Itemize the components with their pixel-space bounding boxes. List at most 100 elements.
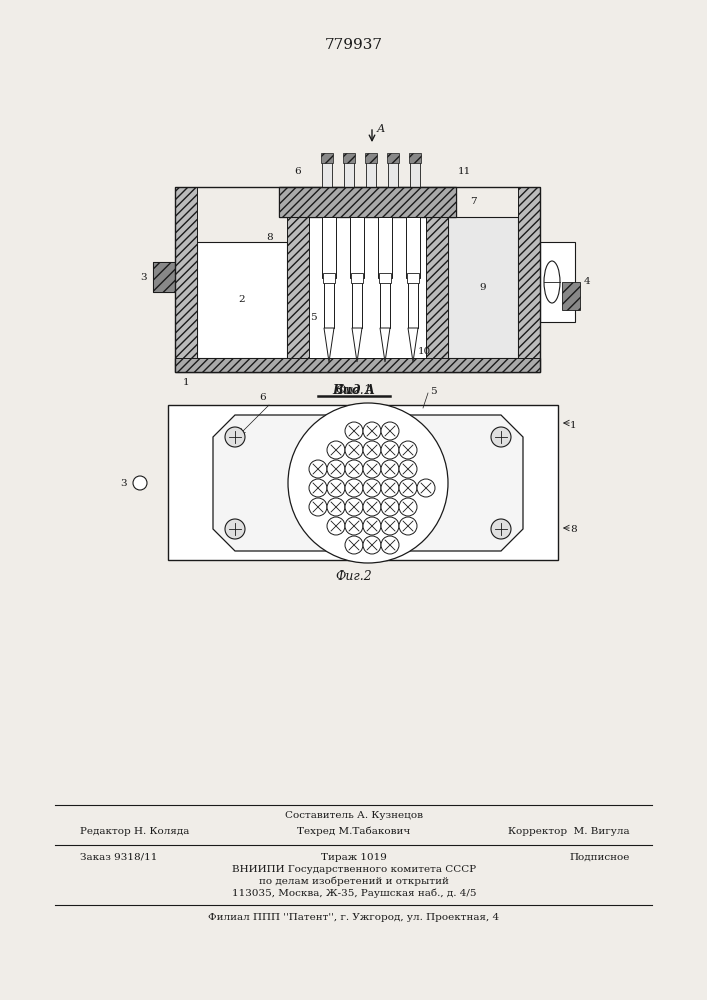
Text: 8: 8 — [267, 232, 273, 241]
Text: А: А — [377, 124, 385, 134]
Circle shape — [363, 479, 381, 497]
Bar — [205, 364, 510, 372]
Circle shape — [381, 536, 399, 554]
Polygon shape — [380, 328, 390, 362]
Bar — [175, 358, 540, 372]
Circle shape — [363, 498, 381, 516]
Bar — [175, 187, 197, 358]
Polygon shape — [324, 328, 334, 362]
Text: Техред М.Табакович: Техред М.Табакович — [298, 826, 411, 836]
Polygon shape — [213, 415, 523, 551]
Bar — [540, 242, 575, 322]
Text: ВНИИПИ Государственного комитета СССР: ВНИИПИ Государственного комитета СССР — [232, 864, 476, 874]
Circle shape — [327, 441, 345, 459]
Circle shape — [327, 517, 345, 535]
Text: 113035, Москва, Ж-35, Раушская наб., д. 4/5: 113035, Москва, Ж-35, Раушская наб., д. … — [232, 888, 477, 898]
Bar — [205, 364, 510, 372]
Circle shape — [381, 517, 399, 535]
Bar — [448, 217, 518, 358]
Circle shape — [225, 519, 245, 539]
Bar — [387, 153, 399, 163]
Circle shape — [345, 441, 363, 459]
Bar — [518, 187, 540, 358]
Circle shape — [363, 441, 381, 459]
Circle shape — [327, 479, 345, 497]
Circle shape — [381, 479, 399, 497]
Circle shape — [345, 479, 363, 497]
Circle shape — [309, 479, 327, 497]
Circle shape — [381, 460, 399, 478]
Text: 6: 6 — [294, 166, 301, 176]
Text: Филиал ППП ''Патент'', г. Ужгород, ул. Проектная, 4: Филиал ППП ''Патент'', г. Ужгород, ул. П… — [209, 912, 500, 922]
Text: Корректор  М. Вигула: Корректор М. Вигула — [508, 826, 630, 836]
Circle shape — [309, 498, 327, 516]
Circle shape — [309, 460, 327, 478]
Circle shape — [363, 460, 381, 478]
Bar — [562, 282, 580, 310]
Circle shape — [327, 460, 345, 478]
Circle shape — [399, 498, 417, 516]
Bar — [380, 278, 390, 328]
Bar — [287, 187, 309, 358]
Bar — [323, 273, 335, 283]
Circle shape — [381, 498, 399, 516]
Circle shape — [133, 476, 147, 490]
Bar — [322, 217, 336, 278]
Circle shape — [345, 498, 363, 516]
Bar — [379, 273, 391, 283]
Text: Фиг.1: Фиг.1 — [336, 383, 373, 396]
Bar — [352, 278, 362, 328]
Circle shape — [491, 427, 511, 447]
Text: 8: 8 — [570, 526, 577, 534]
Bar — [321, 153, 333, 163]
Text: по делам изобретений и открытий: по делам изобретений и открытий — [259, 876, 449, 886]
Text: 4: 4 — [584, 277, 590, 286]
Circle shape — [399, 441, 417, 459]
Bar — [408, 278, 418, 328]
Bar — [409, 153, 421, 163]
Bar — [344, 155, 354, 187]
Bar — [426, 187, 448, 358]
Circle shape — [363, 517, 381, 535]
Text: Заказ 9318/11: Заказ 9318/11 — [80, 852, 158, 861]
Circle shape — [363, 536, 381, 554]
Circle shape — [417, 479, 435, 497]
Text: 2: 2 — [239, 296, 245, 304]
Ellipse shape — [544, 261, 560, 303]
Text: 3: 3 — [141, 272, 147, 282]
Text: 7: 7 — [470, 198, 477, 207]
Circle shape — [225, 427, 245, 447]
Bar — [322, 155, 332, 187]
Bar — [175, 187, 540, 372]
Text: 9: 9 — [479, 284, 486, 292]
Text: Составитель А. Кузнецов: Составитель А. Кузнецов — [285, 810, 423, 820]
Bar — [343, 153, 355, 163]
Bar — [153, 262, 175, 292]
Text: 11: 11 — [458, 166, 472, 176]
Bar — [378, 217, 392, 278]
Polygon shape — [408, 328, 418, 362]
Circle shape — [399, 517, 417, 535]
Circle shape — [345, 422, 363, 440]
Bar — [175, 358, 540, 372]
Circle shape — [345, 517, 363, 535]
Bar — [309, 187, 426, 358]
Bar — [324, 278, 334, 328]
Bar — [351, 273, 363, 283]
Text: 779937: 779937 — [325, 38, 383, 52]
Bar — [279, 187, 456, 217]
Circle shape — [399, 460, 417, 478]
Text: 5: 5 — [310, 314, 317, 322]
Text: 1: 1 — [183, 378, 189, 387]
Circle shape — [363, 422, 381, 440]
Circle shape — [327, 498, 345, 516]
Text: 10: 10 — [418, 348, 431, 357]
Bar — [279, 187, 456, 217]
Bar — [407, 273, 419, 283]
Bar — [153, 262, 175, 292]
Text: Тираж 1019: Тираж 1019 — [321, 852, 387, 861]
Bar — [365, 153, 377, 163]
Text: 1: 1 — [570, 420, 577, 430]
Circle shape — [288, 403, 448, 563]
Circle shape — [345, 460, 363, 478]
